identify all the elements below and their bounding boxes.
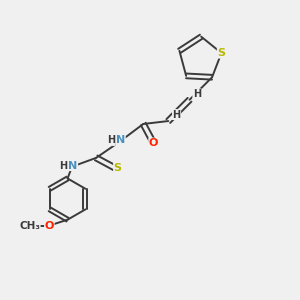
Text: S: S: [218, 48, 225, 58]
Text: O: O: [149, 138, 158, 148]
Text: H: H: [59, 160, 67, 170]
Text: N: N: [116, 136, 125, 146]
Text: N: N: [68, 160, 77, 170]
Text: H: H: [172, 110, 181, 120]
Text: S: S: [114, 163, 122, 173]
Text: H: H: [107, 136, 115, 146]
Text: O: O: [45, 220, 54, 231]
Text: H: H: [193, 89, 201, 99]
Text: CH₃: CH₃: [19, 220, 40, 231]
